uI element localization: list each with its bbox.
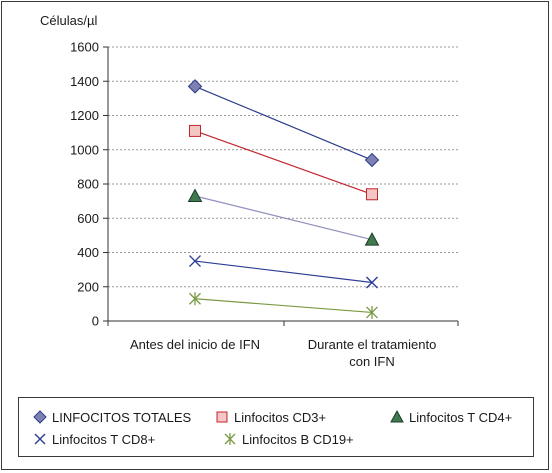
y-tick-label: 0 [92,314,99,329]
marker-x [189,255,201,268]
y-tick-label: 400 [77,245,99,260]
y-tick-label: 200 [77,279,99,294]
marker-star [224,433,236,445]
marker-square [189,124,201,137]
marker-square [366,188,378,201]
marker-diamond [364,152,380,168]
x-category-label: Durante el tratamiento con IFN [308,337,437,369]
marker-x-stroke [366,276,378,289]
marker-diamond [187,79,203,94]
x-category-label-line: Antes del inicio de IFN [130,337,260,352]
legend-label: LINFOCITOS TOTALES [52,410,192,425]
x-category-label-line: con IFN [349,354,395,369]
legend-box [18,397,534,457]
legend-label: Linfocitos B CD19+ [242,432,354,447]
series-3 [187,188,380,246]
series-line [194,260,373,284]
x-category-label-line: Durante el tratamiento [308,337,437,352]
axes: 0 200 400 600 800 1000 1200 1400 1600 Antes del i… [70,40,459,369]
marker-x [366,276,378,289]
marker-star [189,292,201,306]
series-5 [189,292,378,319]
series-line [194,298,373,314]
legend-item-2: Linfocitos CD3+ [216,410,326,425]
marker-x [34,433,46,445]
legend-item-1: LINFOCITOS TOTALES [33,410,192,425]
marker-triangle [187,188,203,202]
series-layer [187,79,380,319]
marker-square [216,411,228,423]
marker-diamond [33,410,47,424]
y-tick-label: 1200 [70,108,99,123]
legend-item-3: Linfocitos T CD4+ [390,409,512,425]
y-axis-unit-label: Células/µl [40,13,97,28]
marker-x-stroke [189,255,201,268]
series-4 [189,255,378,289]
y-tick-label: 600 [77,211,99,226]
legend-label: Linfocitos T CD8+ [52,432,155,447]
marker-x-stroke [34,433,46,445]
x-category-label: Antes del inicio de IFN [130,337,260,352]
series-line [194,85,373,161]
grid-lines [108,46,458,288]
y-tick-label: 1400 [70,74,99,89]
marker-star [366,305,378,319]
legend-item-4: Linfocitos T CD8+ [34,432,155,447]
series-line [194,130,373,195]
legend-label: Linfocitos T CD4+ [409,410,512,425]
series-line [194,195,373,241]
marker-triangle [364,232,380,246]
y-tick-label: 800 [77,177,99,192]
y-tick-label: 1600 [70,40,99,55]
legend-item-5: Linfocitos B CD19+ [224,432,354,447]
y-tick-label: 1000 [70,142,99,157]
legend: LINFOCITOS TOTALES Linfocitos CD3+ Linfoci… [33,409,512,447]
legend-label: Linfocitos CD3+ [234,410,326,425]
series-2 [189,124,378,201]
series-1 [187,79,380,168]
marker-triangle [390,409,404,423]
